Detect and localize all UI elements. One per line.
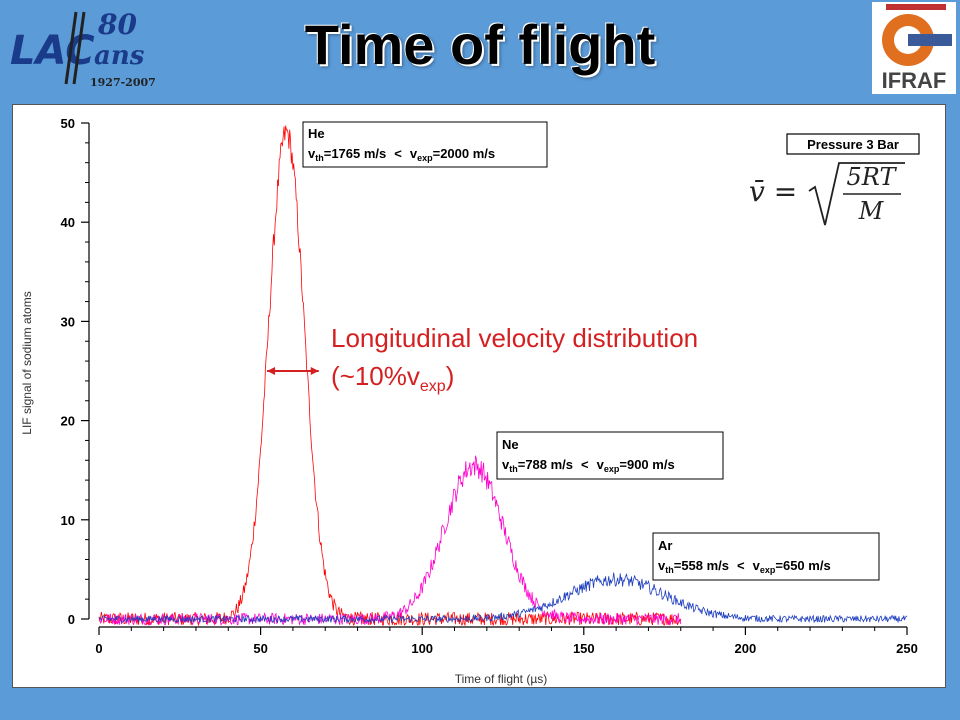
y-tick-label: 0	[68, 612, 75, 627]
ar-label-line: vth=558 m/s < vexp=650 m/s	[658, 558, 831, 575]
page-title: Time of flight	[304, 13, 656, 76]
arrow-head-left	[267, 367, 276, 375]
formula-denominator: M	[858, 197, 885, 225]
pressure-label: Pressure 3 Bar	[807, 137, 899, 152]
x-tick-label: 0	[95, 641, 102, 656]
ifraf-logo-text: IFRAF	[882, 68, 947, 93]
series-ar-line	[98, 572, 908, 624]
chart-axes: 0 50 100 150 200 250 0 10 20 30 40 50	[61, 116, 918, 656]
formula-numerator: 5RT	[847, 163, 898, 191]
ifraf-logo: IFRAF	[872, 2, 956, 94]
ne-label-line: vth=788 m/s < vexp=900 m/s	[502, 457, 675, 474]
x-tick-label: 100	[411, 641, 433, 656]
time-of-flight-chart: 0 50 100 150 200 250 0 10 20 30 40 50 LIF signal of…	[20, 116, 920, 686]
ne-label-title: Ne	[502, 437, 519, 452]
logo-years-text: 1927-2007	[90, 76, 156, 89]
x-tick-label: 50	[253, 641, 267, 656]
y-tick-label: 20	[61, 414, 75, 429]
ne-label-box: Ne vth=788 m/s < vexp=900 m/s	[496, 431, 724, 480]
y-tick-label: 30	[61, 314, 75, 329]
header-band	[0, 0, 960, 95]
arrow-head-right	[310, 367, 319, 375]
ar-label-title: Ar	[658, 538, 672, 553]
mean-velocity-formula: v̄ = 5RT M	[749, 162, 905, 226]
logo-80-text: 80	[97, 8, 137, 41]
he-label-title: He	[308, 126, 325, 141]
annotation-line2: (~10%vexp)	[331, 361, 454, 395]
x-axis-label: Time of flight (µs)	[455, 672, 547, 686]
he-label-box: He vth=1765 m/s < vexp=2000 m/s	[302, 121, 548, 168]
chart-curves	[98, 125, 908, 627]
x-tick-label: 150	[573, 641, 595, 656]
width-annotation: Longitudinal velocity distribution (~10%…	[267, 323, 698, 395]
logo-ans-text: ans	[94, 41, 145, 71]
annotation-line1: Longitudinal velocity distribution	[331, 323, 698, 353]
y-axis-label: LIF signal of sodium atoms	[20, 291, 34, 434]
y-tick-label: 10	[61, 513, 75, 528]
x-tick-label: 200	[735, 641, 757, 656]
series-ne-line	[98, 455, 682, 626]
formula-lhs: v̄ =	[749, 175, 797, 208]
y-tick-label: 50	[61, 116, 75, 131]
y-tick-label: 40	[61, 215, 75, 230]
ar-label-box: Ar vth=558 m/s < vexp=650 m/s	[652, 532, 880, 581]
width-arrow	[267, 367, 319, 375]
he-label-line: vth=1765 m/s < vexp=2000 m/s	[308, 146, 495, 163]
x-tick-label: 250	[896, 641, 918, 656]
pressure-label-box: Pressure 3 Bar	[786, 133, 920, 155]
lac-80-ans-logo: LAC 80 ans 1927-2007	[10, 8, 156, 89]
chart-panel: 0 50 100 150 200 250 0 10 20 30 40 50 LIF signal of…	[12, 104, 946, 688]
